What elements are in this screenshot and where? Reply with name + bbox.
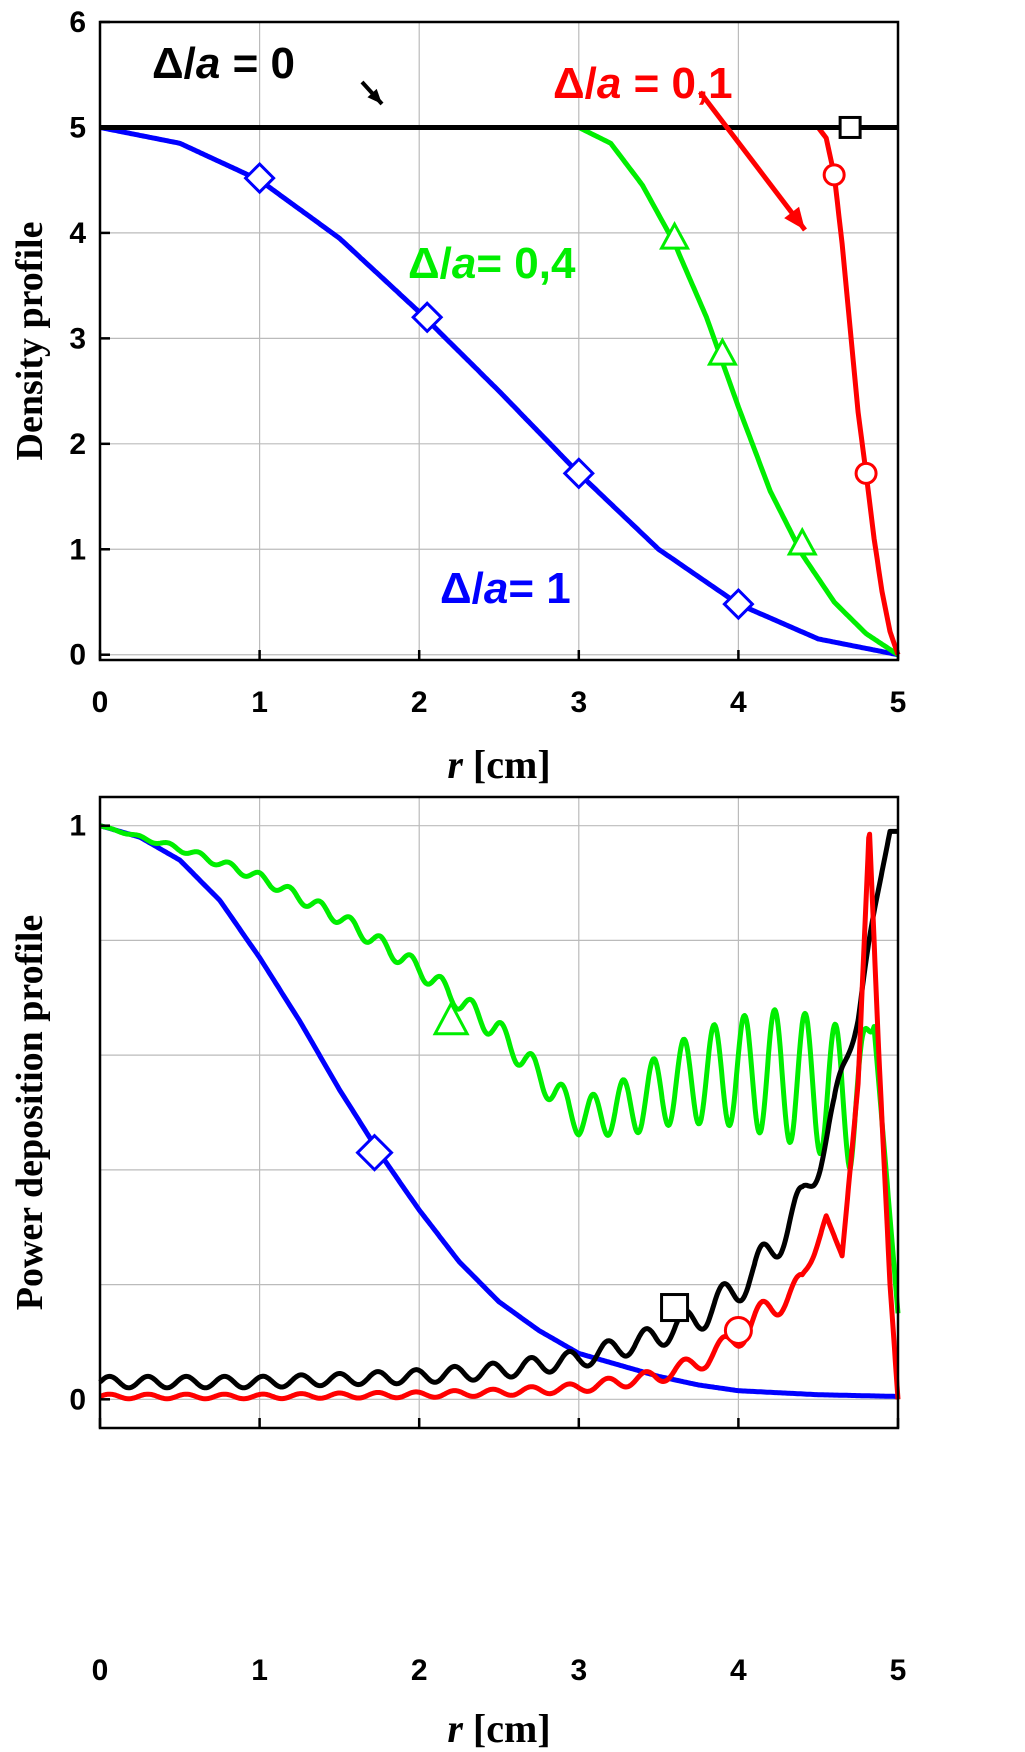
power-panel: 0 1 2 3 4 5 0 1 r [cm] Power deposition profile: [9, 795, 906, 1751]
annotation-arrow-head: [784, 206, 805, 230]
series-line: [99, 823, 899, 1399]
y-tick-label: 2: [69, 428, 86, 461]
annotation-prefix: Δ/: [553, 59, 597, 108]
x-tick-label: 2: [411, 1654, 428, 1687]
series-group: [98, 823, 901, 1402]
x-tick-label: 3: [570, 1654, 587, 1687]
triangle-marker: [786, 526, 818, 556]
density-panel: 0 1 2 3 4 5 0 1 2 3 4 5 6 r [cm] Density profile Δ/a = …: [9, 6, 906, 787]
square-marker: [660, 1293, 690, 1323]
x-axis-label: r [cm]: [447, 742, 550, 787]
diamond-marker: [411, 301, 444, 334]
x-tick-label: 5: [890, 686, 907, 719]
diamond-marker: [355, 1133, 394, 1172]
annotation-prefix: Δ/: [440, 564, 484, 613]
annotation-suffix: = 1: [508, 564, 570, 613]
y-tick-label: 3: [69, 322, 86, 355]
y-tick-label: 1: [69, 533, 86, 566]
x-tick-label: 1: [251, 686, 268, 719]
series-annotation: Δ/a = 0,1: [553, 59, 733, 108]
x-axis-unit: [cm]: [463, 742, 551, 787]
y-tick-label: 1: [69, 810, 86, 843]
x-tick-label: 2: [411, 686, 428, 719]
y-tick-label: 0: [69, 1383, 86, 1416]
series-group: [99, 125, 901, 658]
annotations: Δ/a = 0 Δ/a = 0,1Δ/a= 0,4Δ/a= 1: [152, 39, 807, 613]
y-axis-label: Density profile: [9, 222, 51, 461]
annotation-arrow-shaft: [698, 90, 807, 232]
series-annotation: Δ/a= 1: [440, 564, 571, 613]
series-line: [98, 823, 901, 1314]
x-axis-variable: r: [447, 1706, 463, 1751]
annotation-variable: a: [196, 39, 220, 88]
x-tick-label: 1: [251, 1654, 268, 1687]
diamond-marker: [562, 457, 595, 490]
square-marker: [838, 115, 862, 139]
annotation-variable: a: [597, 59, 621, 108]
series-line: [99, 125, 899, 658]
triangle-marker: [706, 337, 738, 366]
annotation-arrow-head: [367, 88, 382, 104]
x-tick-label: 4: [730, 686, 747, 719]
x-axis-variable: r: [447, 742, 463, 787]
markers: [243, 115, 878, 621]
annotation-prefix: Δ/: [408, 239, 452, 288]
annotation-suffix: = 0,4: [476, 239, 576, 288]
x-tick-label: 0: [92, 686, 109, 719]
triangle-marker: [432, 1000, 470, 1036]
x-tick-label: 4: [730, 1654, 747, 1687]
series-line: [98, 828, 900, 1391]
y-axis-label: Power deposition profile: [9, 915, 51, 1310]
triangle-marker: [659, 221, 691, 250]
annotation-suffix: = 0: [220, 39, 295, 88]
y-tick-label: 6: [69, 6, 86, 39]
y-tick-label: 0: [69, 639, 86, 672]
ticks: 0 1 2 3 4 5 0 1: [69, 810, 906, 1687]
annotation-variable: a: [484, 564, 508, 613]
x-tick-label: 0: [92, 1654, 109, 1687]
circle-marker: [723, 1315, 753, 1345]
annotation-variable: a: [452, 239, 476, 288]
x-axis-unit: [cm]: [463, 1706, 551, 1751]
circle-marker: [854, 461, 878, 485]
annotation-suffix: = 0,1: [621, 59, 732, 108]
y-tick-label: 5: [69, 111, 86, 144]
x-axis-label: r [cm]: [447, 1706, 550, 1751]
annotation-prefix: Δ/: [152, 39, 196, 88]
x-tick-label: 3: [570, 686, 587, 719]
ticks: 0 1 2 3 4 5 0 1 2 3 4 5 6: [69, 6, 906, 719]
plot-frame: [98, 20, 900, 662]
diamond-marker: [243, 161, 276, 195]
series-annotation: Δ/a = 0: [152, 39, 295, 88]
x-tick-label: 5: [890, 1654, 907, 1687]
diamond-marker: [722, 587, 755, 621]
markers: [355, 1000, 753, 1345]
y-tick-label: 4: [69, 217, 86, 250]
series-line: [98, 831, 901, 1402]
gridlines: [100, 797, 898, 1428]
circle-marker: [822, 163, 846, 187]
series-annotation: Δ/a= 0,4: [408, 239, 576, 288]
plot-frame: [98, 795, 900, 1430]
